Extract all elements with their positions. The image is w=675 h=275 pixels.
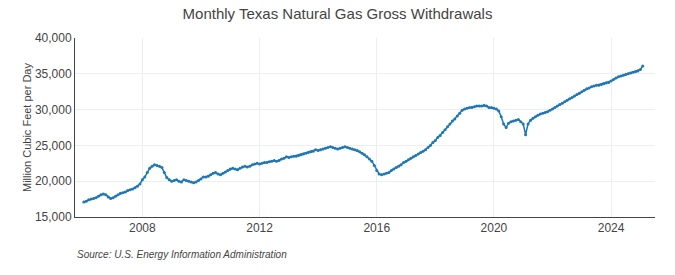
svg-text:15,000: 15,000 [35,210,72,224]
svg-text:2016: 2016 [363,221,390,235]
svg-text:30,000: 30,000 [35,103,72,117]
svg-text:Million Cubic Feet per Day: Million Cubic Feet per Day [21,63,33,192]
svg-text:2012: 2012 [246,221,273,235]
svg-text:2008: 2008 [129,221,156,235]
svg-text:2024: 2024 [598,221,625,235]
svg-text:Monthly Texas Natural Gas Gros: Monthly Texas Natural Gas Gross Withdraw… [183,5,493,22]
svg-text:25,000: 25,000 [35,139,72,153]
svg-text:Source: U.S. Energy Informatio: Source: U.S. Energy Information Administ… [77,249,287,260]
svg-text:20,000: 20,000 [35,174,72,188]
svg-text:2020: 2020 [481,221,508,235]
svg-text:40,000: 40,000 [35,31,72,45]
svg-text:35,000: 35,000 [35,67,72,81]
